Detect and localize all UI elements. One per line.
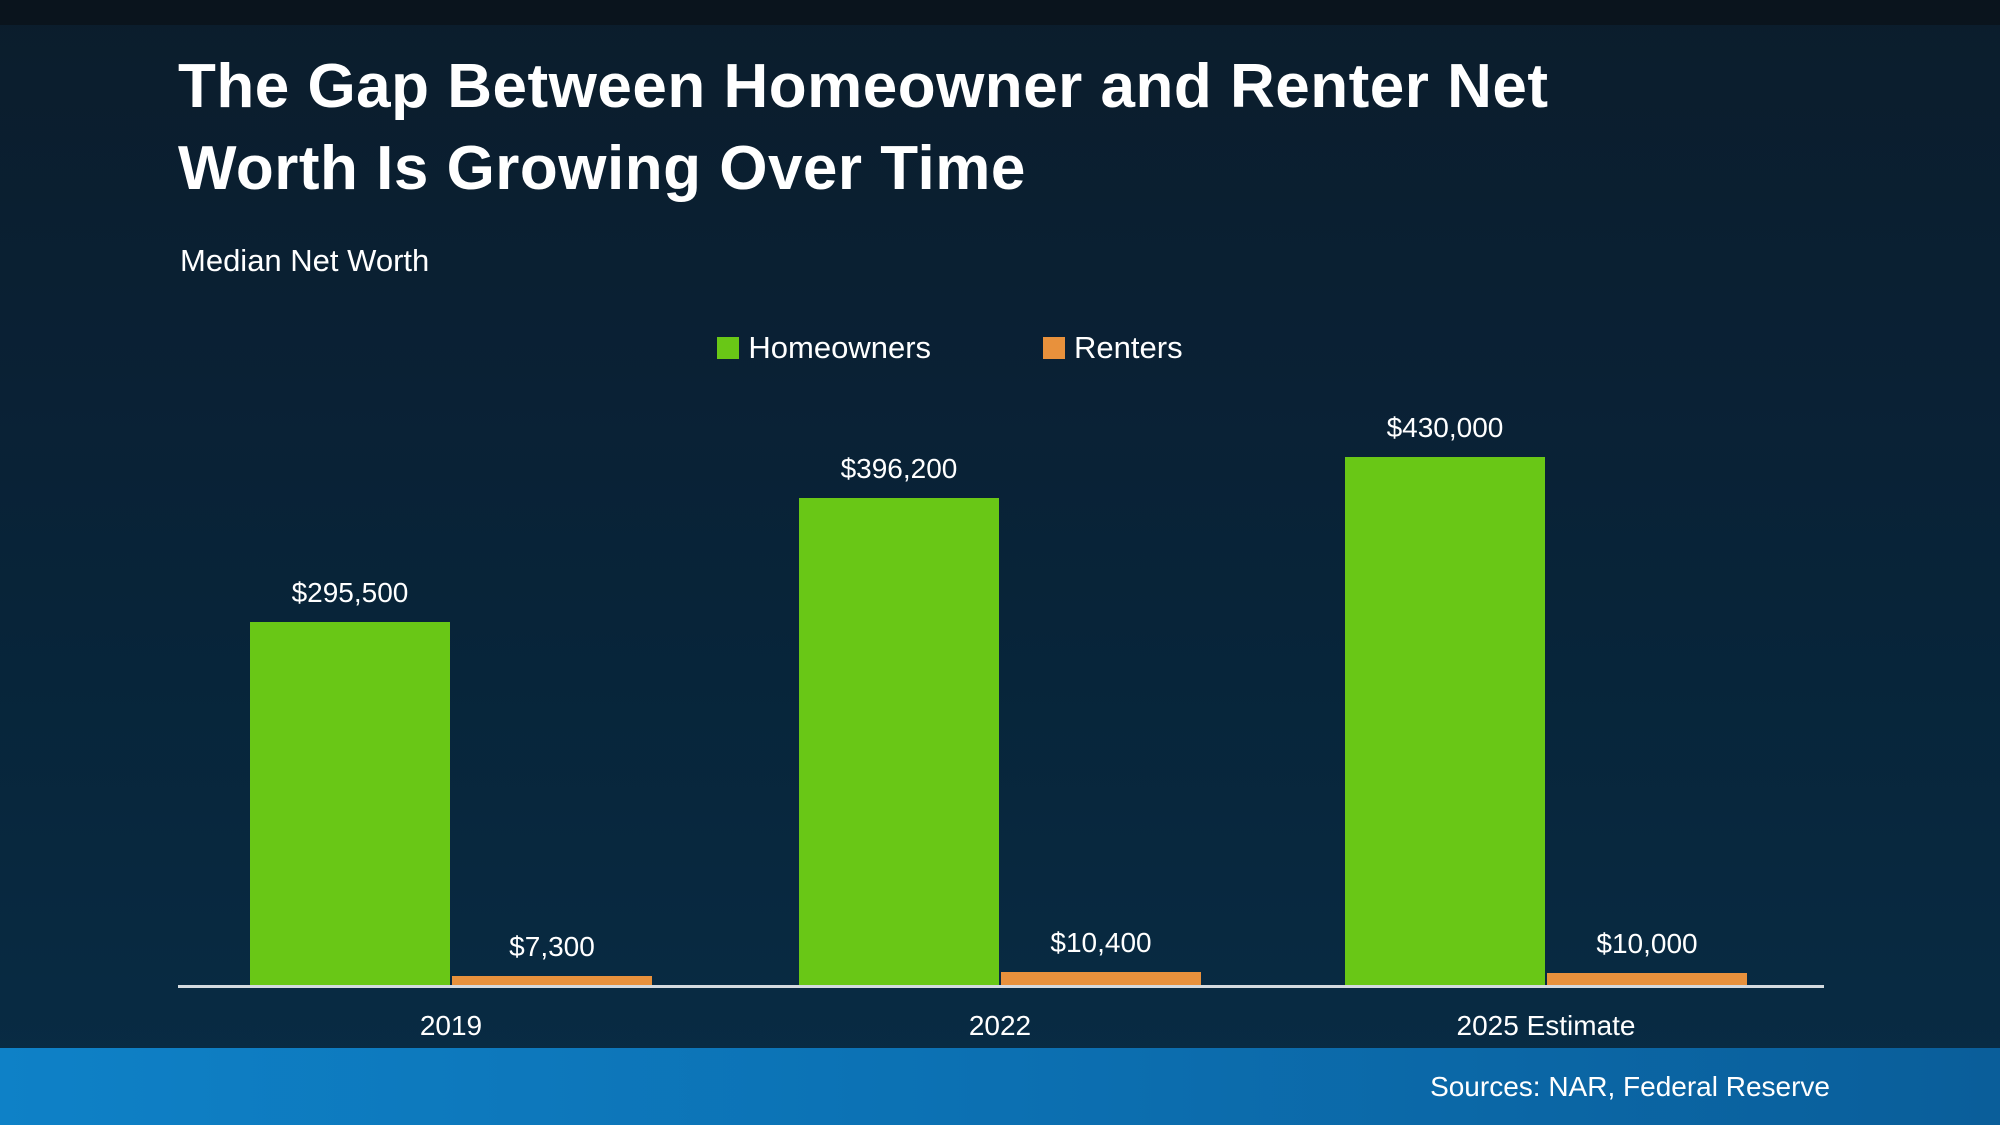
chart-subtitle: Median Net Worth <box>180 243 430 278</box>
renters-bar-2019 <box>452 976 652 985</box>
value-label-homeowners-2022: $396,200 <box>840 453 958 484</box>
sources-text: Sources: NAR, Federal Reserve <box>1430 1070 1830 1102</box>
x-axis-label-2022: 2022 <box>968 1010 1032 1041</box>
renters-bar-2022 <box>1001 972 1201 985</box>
legend-label: Renters <box>1074 330 1183 365</box>
value-label-homeowners-2025-estimate: $430,000 <box>1386 412 1504 443</box>
homeowners-bar-2025-estimate <box>1345 457 1545 985</box>
x-axis-label-2025-estimate: 2025 Estimate <box>1456 1010 1636 1041</box>
legend-item-homeowners: Homeowners <box>717 330 931 366</box>
value-label-renters-2022: $10,400 <box>1050 927 1152 958</box>
legend-swatch-icon <box>1043 337 1066 359</box>
chart-title: The Gap Between Homeowner and Renter Net… <box>178 52 1549 203</box>
homeowners-bar-2022 <box>799 498 999 985</box>
renters-bar-2025-estimate <box>1547 973 1747 985</box>
value-label-renters-2019: $7,300 <box>509 931 595 962</box>
legend-item-renters: Renters <box>1043 330 1183 366</box>
top-dark-strip <box>0 0 2000 25</box>
footer-band: Sources: NAR, Federal Reserve <box>0 1048 2000 1125</box>
chart-legend: Homeowners Renters <box>0 330 1950 366</box>
homeowners-bar-2019 <box>250 622 450 985</box>
x-axis-label-2019: 2019 <box>419 1010 483 1041</box>
legend-label: Homeowners <box>748 330 932 365</box>
value-label-homeowners-2019: $295,500 <box>291 577 409 608</box>
x-axis-line <box>178 985 1824 988</box>
value-label-renters-2025-estimate: $10,000 <box>1596 928 1698 959</box>
legend-swatch-icon <box>717 337 740 359</box>
